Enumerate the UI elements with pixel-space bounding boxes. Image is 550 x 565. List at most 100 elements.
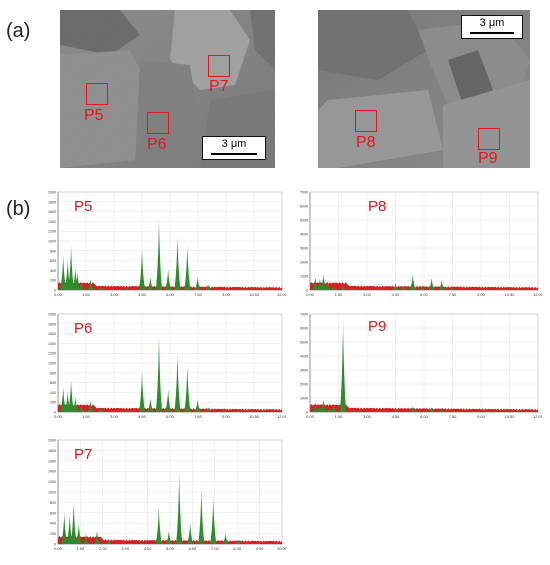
y-tick-label: 5000 xyxy=(300,341,308,345)
spectrum-peak xyxy=(123,288,131,290)
y-tick-label: 1000 xyxy=(300,275,308,279)
y-tick-label: 400 xyxy=(50,391,56,395)
spectrum-peak xyxy=(409,406,416,412)
region-label-p5: P5 xyxy=(84,107,104,124)
spectrum-peak xyxy=(137,541,145,544)
y-tick-label: 800 xyxy=(50,249,56,253)
y-tick-label: 600 xyxy=(50,381,56,385)
y-tick-label: 800 xyxy=(50,371,56,375)
spectrum-peak xyxy=(438,408,445,412)
x-tick-label: 0.00 xyxy=(54,546,63,551)
spectrum-peak xyxy=(106,539,113,544)
x-tick-label: 12.00 xyxy=(277,414,286,419)
x-tick-label: 6.00 xyxy=(166,292,175,297)
spectrum-peak xyxy=(74,272,81,290)
spectrum-peak xyxy=(350,409,357,412)
spectrum-peak xyxy=(165,531,173,544)
eds-spectrum-p8: 0 1000 2000 3000 4000 5000 6000 7000 0.00 1.50 3.0… xyxy=(290,184,542,306)
x-tick-label: 12.00 xyxy=(533,292,542,297)
spectrum-peak xyxy=(392,409,399,412)
y-tick-label: 0 xyxy=(306,289,308,293)
x-tick-label: 9.00 xyxy=(256,546,265,551)
spectrum-peak xyxy=(186,523,194,544)
y-tick-label: 1800 xyxy=(48,449,56,453)
x-tick-label: 2.00 xyxy=(99,546,108,551)
spectrum-peak xyxy=(320,399,327,412)
x-tick-label: 10.00 xyxy=(277,546,286,551)
region-box-p9 xyxy=(478,128,500,150)
panel-a-label: (a) xyxy=(6,20,31,42)
x-tick-label: 12.00 xyxy=(533,414,542,419)
y-tick-label: 1800 xyxy=(48,200,56,204)
spectrum-label-p6: P6 xyxy=(74,320,93,337)
x-tick-label: 10.50 xyxy=(504,414,515,419)
eds-spectrum-p7: 0 200 400 600 800 1000 1200 1400 1600 1800 2000 0.0… xyxy=(38,432,286,560)
x-tick-label: 7.50 xyxy=(449,414,458,419)
spectrum-peak xyxy=(164,389,172,412)
y-tick-label: 0 xyxy=(54,543,56,547)
spectrum-peak xyxy=(438,280,445,290)
spectrum-peak xyxy=(123,410,131,412)
spectrum-peak xyxy=(204,407,212,412)
spectrum-peak xyxy=(194,399,201,412)
x-tick-label: 5.00 xyxy=(166,546,175,551)
spectrum-peak xyxy=(222,533,229,544)
spectrum-peak xyxy=(330,403,337,412)
spectrum-background xyxy=(310,282,538,290)
spectrum-peak xyxy=(93,531,101,544)
spectrum-peak xyxy=(147,277,154,290)
x-tick-label: 8.00 xyxy=(233,546,242,551)
x-tick-label: 1.50 xyxy=(82,292,91,297)
y-tick-label: 0 xyxy=(54,289,56,293)
y-tick-label: 4000 xyxy=(300,233,308,237)
spectrum-peak xyxy=(164,269,172,290)
scalebar-right: 3 μm xyxy=(461,15,523,39)
x-tick-label: 0.00 xyxy=(306,414,315,419)
y-tick-label: 1600 xyxy=(48,459,56,463)
x-tick-label: 10.50 xyxy=(249,292,260,297)
x-tick-label: 6.00 xyxy=(166,414,175,419)
x-tick-label: 1.00 xyxy=(77,546,86,551)
y-tick-label: 600 xyxy=(50,511,56,515)
y-tick-label: 0 xyxy=(306,411,308,415)
x-tick-label: 1.50 xyxy=(335,292,344,297)
y-tick-label: 1400 xyxy=(48,220,56,224)
x-tick-label: 3.00 xyxy=(110,414,119,419)
y-tick-label: 1800 xyxy=(48,322,56,326)
x-tick-label: 6.00 xyxy=(420,414,429,419)
spectrum-peak xyxy=(72,397,79,412)
spectrum-peak xyxy=(155,507,162,544)
spectrum-peak xyxy=(155,219,163,290)
y-tick-label: 1200 xyxy=(48,480,56,484)
spectrum-peak xyxy=(155,335,163,412)
region-box-p5 xyxy=(86,83,108,105)
spectrum-peak xyxy=(339,285,347,290)
spectrum-peak xyxy=(184,245,191,290)
y-tick-label: 1200 xyxy=(48,230,56,234)
y-tick-label: 4000 xyxy=(300,355,308,359)
x-tick-label: 3.00 xyxy=(121,546,130,551)
y-tick-label: 7000 xyxy=(300,313,308,317)
spectrum-peak xyxy=(82,533,90,544)
spectrum-peak xyxy=(234,539,242,544)
y-tick-label: 1000 xyxy=(48,240,56,244)
region-box-p8 xyxy=(355,110,377,132)
spectrum-peak xyxy=(204,284,212,290)
spectrum-peak xyxy=(66,514,73,544)
spectrum-peak xyxy=(194,277,201,290)
scalebar-line-left xyxy=(211,153,257,155)
spectrum-peak xyxy=(339,321,347,412)
x-tick-label: 3.00 xyxy=(363,414,372,419)
x-tick-label: 3.00 xyxy=(110,292,119,297)
spectrum-peak xyxy=(67,245,75,290)
spectrum-label-p5: P5 xyxy=(74,198,93,215)
y-tick-label: 200 xyxy=(50,532,56,536)
spectrum-label-p9: P9 xyxy=(368,318,387,335)
y-tick-label: 400 xyxy=(50,522,56,526)
x-tick-label: 0.00 xyxy=(54,414,63,419)
y-tick-label: 1400 xyxy=(48,342,56,346)
scalebar-text-left: 3 μm xyxy=(221,138,247,150)
eds-spectrum-p6-plot: 0 200 400 600 800 1000 1200 1400 1600 1800 2000 0.0… xyxy=(48,313,286,420)
spectrum-peak xyxy=(78,281,85,290)
eds-spectrum-p5: 0 200 400 600 800 1000 1200 1400 1600 1800 2000 0.0… xyxy=(38,184,286,306)
